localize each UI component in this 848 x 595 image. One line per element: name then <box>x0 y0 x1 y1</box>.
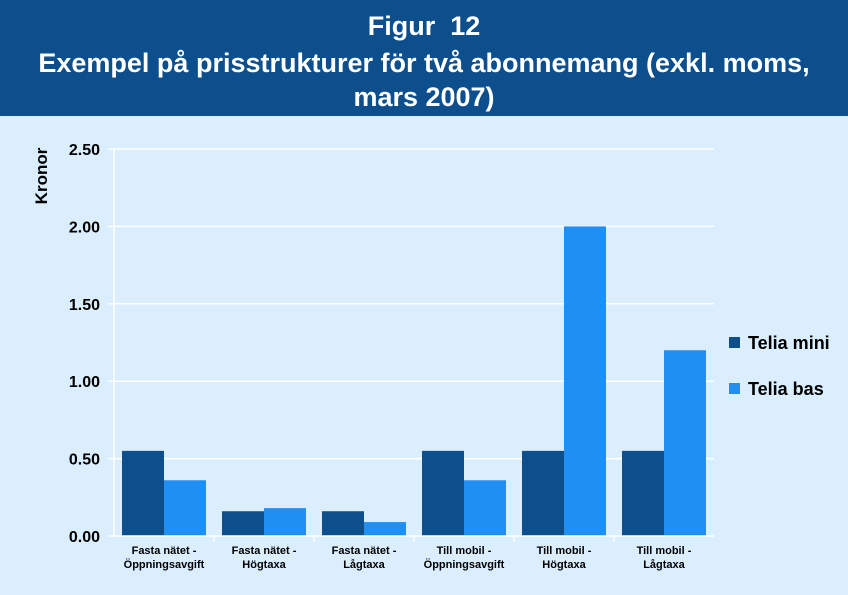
x-tick-label: Lågtaxa <box>343 559 385 571</box>
bar-telia-mini <box>622 450 664 536</box>
legend-swatch <box>729 337 740 348</box>
legend-label: Telia mini <box>748 333 830 353</box>
bar-telia-mini <box>222 511 264 536</box>
y-axis-title: Kronor <box>32 147 51 204</box>
bar-telia-bas <box>464 480 506 536</box>
gridlines <box>114 148 714 460</box>
y-tick-label: 2.00 <box>69 219 100 236</box>
legend-swatch <box>729 383 740 394</box>
bar-telia-mini <box>422 450 464 536</box>
figure-header: Figur 12 Exempel på prisstrukturer för t… <box>0 0 848 116</box>
x-tick-label: Öppningsavgift <box>424 558 505 571</box>
y-tick-label: 1.00 <box>69 374 100 391</box>
x-tick-label: Fasta nätet - <box>232 545 297 557</box>
bar-telia-bas <box>264 508 306 536</box>
x-tick-label: Fasta nätet - <box>132 545 197 557</box>
x-tick-label: Till mobil - <box>437 545 492 557</box>
bars <box>122 226 706 536</box>
x-tick-label: Till mobil - <box>637 545 692 557</box>
bar-telia-bas <box>664 350 706 536</box>
x-tick-label: Fasta nätet - <box>332 545 397 557</box>
bar-telia-bas <box>564 226 606 536</box>
axes <box>108 148 714 542</box>
legend: Telia mini Telia bas <box>729 333 830 399</box>
bar-telia-bas <box>164 480 206 536</box>
y-tick-label: 2.50 <box>69 142 100 159</box>
legend-label: Telia bas <box>748 379 824 399</box>
bar-telia-bas <box>364 522 406 536</box>
y-tick-label: 0.00 <box>69 529 100 546</box>
bar-telia-mini <box>522 450 564 536</box>
x-tick-label: Högtaxa <box>242 559 286 571</box>
x-tick-label: Lågtaxa <box>643 559 685 571</box>
x-tick-label: Öppningsavgift <box>124 558 205 571</box>
y-tick-label: 0.50 <box>69 452 100 469</box>
y-tick-label: 1.50 <box>69 297 100 314</box>
x-tick-label: Högtaxa <box>542 559 586 571</box>
bar-telia-mini <box>322 511 364 536</box>
chart-title: Exempel på prisstrukturer för två abonne… <box>38 48 810 112</box>
figure-label: Figur 12 <box>367 11 481 41</box>
x-tick-label: Till mobil - <box>537 545 592 557</box>
bar-telia-mini <box>122 450 164 536</box>
